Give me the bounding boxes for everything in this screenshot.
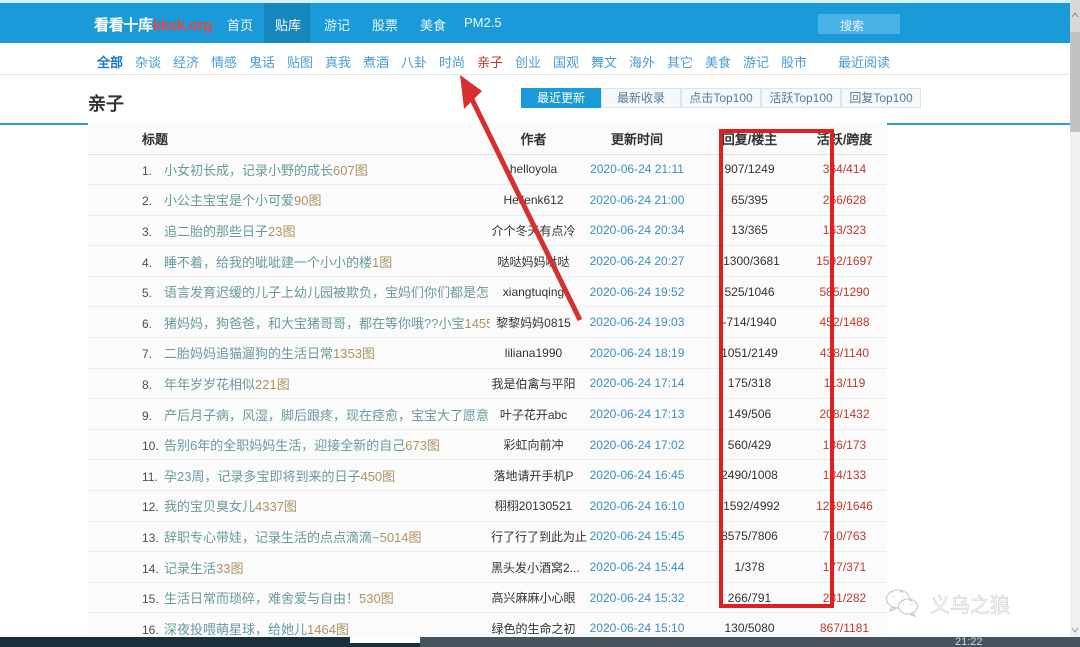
svg-text:义乌之狼: 义乌之狼 xyxy=(930,594,1010,617)
